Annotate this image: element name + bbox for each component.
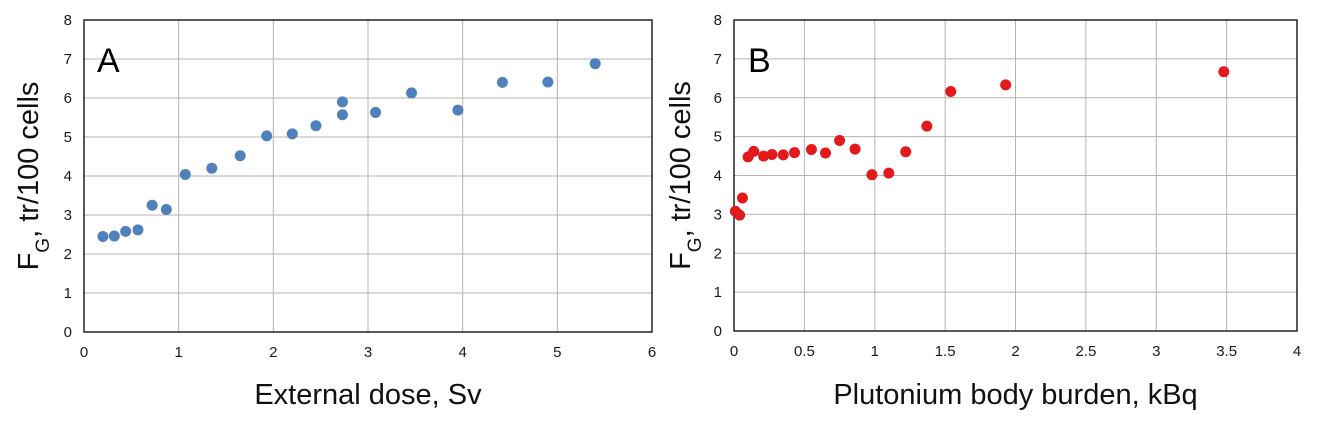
x-tick-label: 3 bbox=[1152, 343, 1160, 360]
chart-panel-a: 0 1 2 3 4 5 6 0 1 2 3 4 5 6 7 8 A External dose, Sv FG… bbox=[13, 12, 656, 411]
scatter-chart-b: 0 0.5 1 1.5 2 2.5 3 3.5 4 0 1 2 3 4 5 6 7 8 B Plutonium … bbox=[665, 12, 1301, 411]
chart-panel-b: 0 0.5 1 1.5 2 2.5 3 3.5 4 0 1 2 3 4 5 6 7 8 B Plutonium … bbox=[660, 0, 1320, 435]
y-tick-label: 4 bbox=[714, 168, 722, 185]
y-axis-title: FG, tr/100 cells bbox=[13, 82, 54, 271]
data-point bbox=[819, 147, 831, 159]
data-point bbox=[1218, 66, 1230, 78]
data-point bbox=[945, 86, 957, 98]
data-point bbox=[736, 192, 748, 204]
y-axis-title-rest: , tr/100 cells bbox=[665, 81, 697, 237]
data-point bbox=[160, 204, 172, 216]
x-tick-labels: 0 1 2 3 4 5 6 bbox=[80, 344, 656, 361]
y-tick-label: 5 bbox=[64, 129, 72, 146]
x-axis-title: External dose, Sv bbox=[254, 379, 482, 411]
y-axis-title-main: F bbox=[13, 253, 45, 271]
x-tick-label: 0.5 bbox=[794, 343, 815, 360]
y-tick-label: 8 bbox=[64, 12, 72, 29]
y-tick-label: 7 bbox=[714, 51, 722, 68]
y-tick-label: 3 bbox=[64, 207, 72, 224]
x-tick-label: 2.5 bbox=[1075, 343, 1096, 360]
y-tick-label: 0 bbox=[64, 324, 72, 341]
x-tick-label: 1.5 bbox=[935, 343, 956, 360]
x-tick-label: 3 bbox=[364, 344, 372, 361]
data-point bbox=[496, 76, 508, 88]
x-tick-label: 4 bbox=[1293, 343, 1301, 360]
y-tick-label: 0 bbox=[714, 323, 722, 340]
plot-area-frame bbox=[83, 19, 653, 333]
data-point bbox=[921, 120, 933, 132]
plot-area-frame bbox=[733, 19, 1298, 332]
x-tick-label: 1 bbox=[871, 343, 879, 360]
data-point bbox=[406, 87, 418, 99]
y-axis-title: FG, tr/100 cells bbox=[665, 81, 706, 270]
y-tick-label: 2 bbox=[714, 245, 722, 262]
y-tick-label: 7 bbox=[64, 51, 72, 68]
data-point bbox=[900, 146, 912, 158]
data-point bbox=[589, 58, 601, 70]
y-axis-title-main: F bbox=[665, 252, 697, 270]
data-point bbox=[789, 147, 801, 159]
data-point bbox=[748, 145, 760, 157]
x-tick-label: 6 bbox=[648, 344, 656, 361]
data-points bbox=[729, 66, 1230, 221]
y-tick-label: 6 bbox=[64, 90, 72, 107]
data-point bbox=[866, 169, 878, 181]
data-point bbox=[883, 167, 895, 179]
data-point bbox=[542, 76, 554, 88]
data-point bbox=[834, 135, 846, 147]
data-point bbox=[805, 143, 817, 155]
y-tick-label: 2 bbox=[64, 246, 72, 263]
data-point bbox=[336, 96, 348, 108]
data-points bbox=[97, 58, 601, 242]
x-tick-label: 2 bbox=[1011, 343, 1019, 360]
data-point bbox=[97, 230, 109, 242]
data-point bbox=[310, 120, 322, 132]
y-axis-title-rest: , tr/100 cells bbox=[13, 82, 45, 238]
y-tick-label: 5 bbox=[714, 129, 722, 146]
data-point bbox=[286, 128, 298, 140]
data-point bbox=[336, 109, 348, 121]
y-tick-label: 8 bbox=[714, 12, 722, 29]
data-point bbox=[370, 106, 382, 118]
x-tick-label: 1 bbox=[174, 344, 182, 361]
data-point bbox=[234, 150, 246, 162]
scatter-chart-a: 0 1 2 3 4 5 6 0 1 2 3 4 5 6 7 8 A External dose, Sv FG… bbox=[13, 12, 656, 411]
data-point bbox=[132, 224, 144, 236]
y-tick-label: 1 bbox=[714, 284, 722, 301]
data-point bbox=[1000, 79, 1012, 91]
x-tick-label: 2 bbox=[269, 344, 277, 361]
gridlines bbox=[734, 20, 1297, 331]
data-point bbox=[452, 104, 464, 116]
data-point bbox=[120, 225, 132, 237]
gridlines bbox=[84, 20, 652, 332]
x-tick-label: 3.5 bbox=[1216, 343, 1237, 360]
y-tick-label: 4 bbox=[64, 168, 72, 185]
y-axis-title-subscript: G bbox=[33, 238, 54, 253]
x-tick-label: 0 bbox=[730, 343, 738, 360]
data-point bbox=[849, 143, 861, 155]
x-tick-labels: 0 0.5 1 1.5 2 2.5 3 3.5 4 bbox=[730, 343, 1301, 360]
y-tick-label: 6 bbox=[714, 90, 722, 107]
x-tick-label: 4 bbox=[458, 344, 466, 361]
y-tick-labels: 0 1 2 3 4 5 6 7 8 bbox=[64, 12, 72, 341]
data-point bbox=[734, 209, 746, 221]
y-tick-labels: 0 1 2 3 4 5 6 7 8 bbox=[714, 12, 722, 340]
data-point bbox=[766, 149, 778, 161]
data-point bbox=[261, 130, 273, 142]
data-point bbox=[206, 162, 218, 174]
y-tick-label: 1 bbox=[64, 285, 72, 302]
panel-label: A bbox=[97, 42, 120, 80]
data-point bbox=[777, 149, 789, 161]
data-point bbox=[758, 150, 770, 162]
panel-label: B bbox=[748, 42, 771, 80]
y-axis-title-subscript: G bbox=[685, 237, 706, 252]
x-tick-label: 5 bbox=[553, 344, 561, 361]
x-axis-title: Plutonium body burden, kBq bbox=[833, 379, 1197, 411]
data-point bbox=[146, 199, 158, 211]
y-tick-label: 3 bbox=[714, 206, 722, 223]
data-point bbox=[179, 168, 191, 180]
data-point bbox=[108, 230, 120, 242]
x-tick-label: 0 bbox=[80, 344, 88, 361]
